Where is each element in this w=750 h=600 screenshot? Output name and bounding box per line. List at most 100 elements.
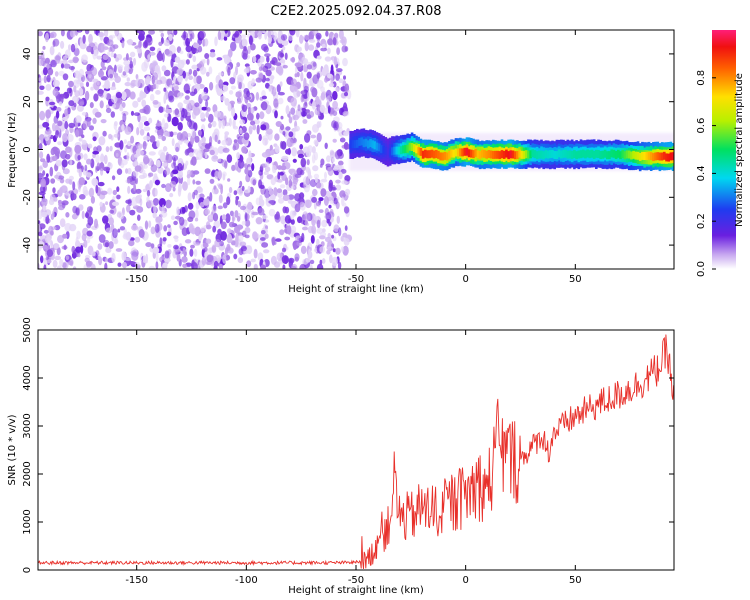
- noise-blob: [110, 135, 114, 141]
- noise-blob: [234, 210, 239, 218]
- noise-blob: [194, 102, 200, 108]
- noise-blob: [312, 61, 317, 67]
- noise-blob: [338, 160, 344, 166]
- noise-blob: [203, 198, 210, 206]
- noise-blob: [158, 198, 166, 208]
- noise-blob: [134, 189, 142, 194]
- noise-blob: [188, 210, 196, 220]
- noise-blob: [57, 175, 65, 180]
- noise-blob: [104, 242, 110, 248]
- noise-blob: [285, 148, 291, 155]
- noise-blob: [83, 153, 88, 161]
- noise-blob: [107, 51, 111, 57]
- colorbar-tick-label: 0.2: [696, 213, 707, 229]
- noise-blob: [77, 253, 81, 258]
- noise-blob: [268, 85, 272, 93]
- noise-blob: [331, 256, 338, 267]
- noise-blob: [138, 40, 142, 49]
- noise-blob: [230, 41, 237, 52]
- noise-blob: [152, 212, 157, 219]
- noise-blob: [38, 224, 41, 234]
- noise-blob: [38, 90, 44, 95]
- noise-blob: [126, 152, 130, 162]
- noise-blob: [209, 51, 216, 58]
- noise-blob: [193, 75, 198, 84]
- noise-blob: [110, 44, 116, 53]
- snr-x-tick-label: 0: [462, 575, 468, 586]
- noise-blob: [174, 165, 180, 171]
- noise-blob: [91, 251, 96, 257]
- ridge-cell: [538, 150, 541, 159]
- ridge-cell: [463, 147, 467, 156]
- ridge-cell: [630, 151, 633, 160]
- noise-blob: [325, 163, 332, 168]
- noise-blob: [66, 87, 72, 94]
- noise-blob: [99, 162, 105, 172]
- noise-blob: [105, 107, 112, 114]
- noise-blob: [236, 62, 241, 68]
- noise-blob: [222, 84, 229, 92]
- noise-blob: [45, 109, 51, 119]
- noise-blob: [218, 79, 224, 89]
- noise-blob: [224, 30, 228, 34]
- noise-blob: [237, 74, 244, 82]
- noise-blob: [86, 118, 91, 128]
- noise-blob: [267, 30, 272, 38]
- noise-blob: [196, 150, 203, 160]
- noise-blob: [193, 106, 201, 116]
- noise-blob: [83, 189, 90, 196]
- noise-blob: [86, 158, 92, 165]
- noise-blob: [144, 85, 150, 95]
- noise-blob: [185, 45, 192, 53]
- noise-blob: [330, 187, 337, 191]
- colorbar-tick-label: 0.8: [696, 70, 707, 86]
- noise-blob: [128, 240, 135, 247]
- noise-blob: [192, 42, 200, 49]
- noise-blob: [320, 158, 325, 166]
- noise-blob: [265, 77, 270, 82]
- noise-blob: [148, 151, 156, 156]
- noise-blob: [194, 217, 199, 222]
- noise-blob: [137, 214, 141, 221]
- ridge-cell: [507, 151, 510, 160]
- noise-blob: [344, 188, 351, 196]
- noise-blob: [134, 165, 142, 172]
- noise-blob: [303, 85, 309, 94]
- noise-blob: [331, 157, 335, 163]
- noise-blob: [157, 127, 164, 138]
- noise-blob: [268, 200, 276, 204]
- spectrogram-y-label: Frequency (Hz): [7, 112, 18, 188]
- noise-blob: [338, 171, 343, 180]
- noise-blob: [233, 253, 238, 260]
- noise-blob: [324, 171, 327, 180]
- noise-blob: [192, 69, 198, 77]
- ridge-cell: [494, 150, 497, 159]
- noise-blob: [339, 137, 346, 143]
- ridge-cell: [579, 150, 583, 159]
- noise-blob: [134, 236, 141, 243]
- noise-blob: [228, 186, 233, 194]
- noise-blob: [241, 185, 245, 192]
- noise-blob: [121, 102, 126, 108]
- ridge-cell: [566, 150, 570, 159]
- noise-blob: [313, 173, 320, 179]
- colorbar: 0.0 0.2 0.4 0.6 0.8 Normalized spectral ampl…: [696, 30, 745, 277]
- noise-blob: [121, 124, 125, 132]
- noise-blob: [132, 100, 139, 108]
- noise-blob: [208, 214, 213, 220]
- noise-blob: [211, 120, 217, 128]
- noise-blob: [304, 34, 309, 41]
- noise-blob: [100, 76, 108, 81]
- noise-blob: [253, 263, 258, 269]
- noise-blob: [312, 165, 319, 172]
- noise-blob: [324, 236, 332, 243]
- noise-blob: [124, 146, 128, 153]
- noise-blob: [284, 206, 290, 214]
- noise-blob: [117, 228, 121, 233]
- noise-blob: [125, 199, 132, 204]
- noise-blob: [273, 98, 279, 108]
- noise-blob: [43, 229, 49, 234]
- noise-blob: [53, 243, 60, 249]
- figure-title: C2E2.2025.092.04.37.R08: [270, 4, 441, 19]
- noise-blob: [64, 49, 71, 59]
